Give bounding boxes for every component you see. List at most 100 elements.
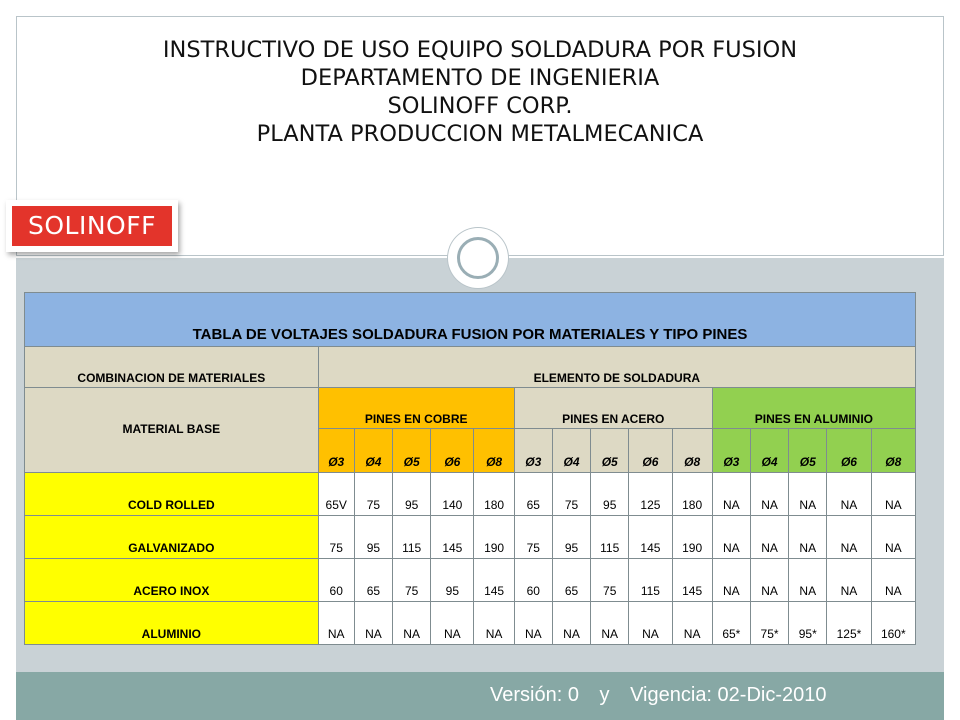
table-cell: 75 [392, 558, 432, 602]
table-cell: NA [628, 601, 673, 645]
table-cell: 60 [317, 558, 355, 602]
table-cell: 95 [353, 515, 394, 559]
table-cell: NA [711, 558, 751, 602]
diameter-header: Ø3 [711, 428, 751, 473]
version-text: Versión: 0 [490, 684, 579, 706]
diameter-header: Ø4 [551, 428, 592, 473]
table-cell: NA [749, 558, 790, 602]
material-base-header: MATERIAL BASE [24, 387, 319, 473]
solinoff-logo: SOLINOFF [6, 200, 178, 252]
diameter-header: Ø3 [317, 428, 355, 473]
element-header: ELEMENTO DE SOLDADURA [317, 346, 917, 388]
diameter-header: Ø6 [628, 428, 673, 473]
row-label: COLD ROLLED [24, 472, 319, 516]
table-cell: 115 [590, 515, 630, 559]
table-cell: 65 [513, 472, 553, 516]
diameter-header: Ø6 [430, 428, 475, 473]
table-cell: NA [551, 601, 592, 645]
diameter-header: Ø5 [788, 428, 828, 473]
title-line-2: DEPARTAMENTO DE INGENIERIA [300, 65, 660, 91]
table-cell: NA [513, 601, 553, 645]
table-cell: 75 [353, 472, 394, 516]
table-cell: NA [711, 472, 751, 516]
table-cell: 160* [870, 601, 917, 645]
table-cell: NA [749, 515, 790, 559]
table-cell: 145 [430, 515, 475, 559]
voltage-table: TABLA DE VOLTAJES SOLDADURA FUSION POR M… [24, 292, 917, 645]
table-cell: 95 [392, 472, 432, 516]
row-label: GALVANIZADO [24, 515, 319, 559]
table-cell: NA [473, 601, 515, 645]
table-cell: NA [788, 515, 828, 559]
table-cell: 65* [711, 601, 751, 645]
table-row: ALUMINIO NA NA NA NA NA NA NA NA NA NA 65* 75* 95* 125… [24, 601, 917, 645]
table-title: TABLA DE VOLTAJES SOLDADURA FUSION POR M… [24, 292, 916, 347]
circle-ring-icon [457, 237, 499, 279]
table-cell: 145 [473, 558, 515, 602]
row-label: ACERO INOX [24, 558, 319, 602]
logo-text: SOLINOFF [12, 206, 172, 246]
table-cell: 115 [628, 558, 673, 602]
table-cell: 190 [473, 515, 515, 559]
footer-info: Versión: 0 y Vigencia: 02-Dic-2010 [490, 684, 827, 707]
decorative-circle-icon [448, 228, 508, 288]
diameter-header: Ø5 [392, 428, 432, 473]
diameter-header: Ø4 [353, 428, 394, 473]
table-cell: 65 [551, 558, 592, 602]
diameter-header: Ø5 [590, 428, 630, 473]
table-cell: NA [870, 515, 917, 559]
group-header-cobre: PINES EN COBRE [317, 387, 515, 429]
table-row: GALVANIZADO 75 95 115 145 190 75 95 115 145 190 NA N… [24, 515, 917, 559]
table-cell: NA [826, 515, 872, 559]
table-cell: 145 [671, 558, 713, 602]
table-cell: NA [826, 472, 872, 516]
table-cell: 75* [749, 601, 790, 645]
diameter-header: Ø8 [671, 428, 713, 473]
table-cell: 125* [826, 601, 872, 645]
group-header-acero: PINES EN ACERO [513, 387, 713, 429]
table-cell: 95* [788, 601, 828, 645]
table-row: COLD ROLLED 65V 75 95 140 180 65 75 95 125 180 NA NA… [24, 472, 917, 516]
table-cell: NA [870, 472, 917, 516]
table-cell: NA [671, 601, 713, 645]
table-cell: 65 [353, 558, 394, 602]
diameter-header: Ø6 [826, 428, 872, 473]
validity-text: Vigencia: 02-Dic-2010 [630, 684, 827, 706]
table-cell: 75 [513, 515, 553, 559]
table-cell: 75 [317, 515, 355, 559]
table-cell: NA [870, 558, 917, 602]
table-cell: 65V [317, 472, 355, 516]
conjunction-text: y [599, 684, 610, 706]
title-line-4: PLANTA PRODUCCION METALMECANICA [256, 121, 704, 147]
table-cell: 75 [551, 472, 592, 516]
row-label: ALUMINIO [24, 601, 319, 645]
diameter-header: Ø8 [870, 428, 917, 473]
table-cell: 95 [430, 558, 475, 602]
table-cell: NA [749, 472, 790, 516]
footer-bar [16, 672, 944, 720]
voltage-table-container: TABLA DE VOLTAJES SOLDADURA FUSION POR M… [24, 292, 917, 645]
combination-header: COMBINACION DE MATERIALES [24, 346, 319, 388]
table-row: ACERO INOX 60 65 75 95 145 60 65 75 115 145 NA NA NA N… [24, 558, 917, 602]
table-cell: NA [317, 601, 355, 645]
diameter-header: Ø4 [749, 428, 790, 473]
table-cell: 60 [513, 558, 553, 602]
table-cell: NA [826, 558, 872, 602]
table-cell: NA [711, 515, 751, 559]
table-cell: NA [353, 601, 394, 645]
document-title: INSTRUCTIVO DE USO EQUIPO SOLDADURA POR … [16, 36, 944, 148]
table-cell: 180 [473, 472, 515, 516]
table-cell: NA [392, 601, 432, 645]
table-cell: 95 [590, 472, 630, 516]
title-line-3: SOLINOFF CORP. [387, 93, 573, 119]
table-cell: NA [788, 472, 828, 516]
table-cell: 125 [628, 472, 673, 516]
table-cell: 115 [392, 515, 432, 559]
table-cell: NA [590, 601, 630, 645]
table-cell: NA [788, 558, 828, 602]
table-cell: 180 [671, 472, 713, 516]
diameter-header: Ø8 [473, 428, 515, 473]
table-cell: 145 [628, 515, 673, 559]
title-line-1: INSTRUCTIVO DE USO EQUIPO SOLDADURA POR … [162, 37, 798, 63]
table-cell: 190 [671, 515, 713, 559]
